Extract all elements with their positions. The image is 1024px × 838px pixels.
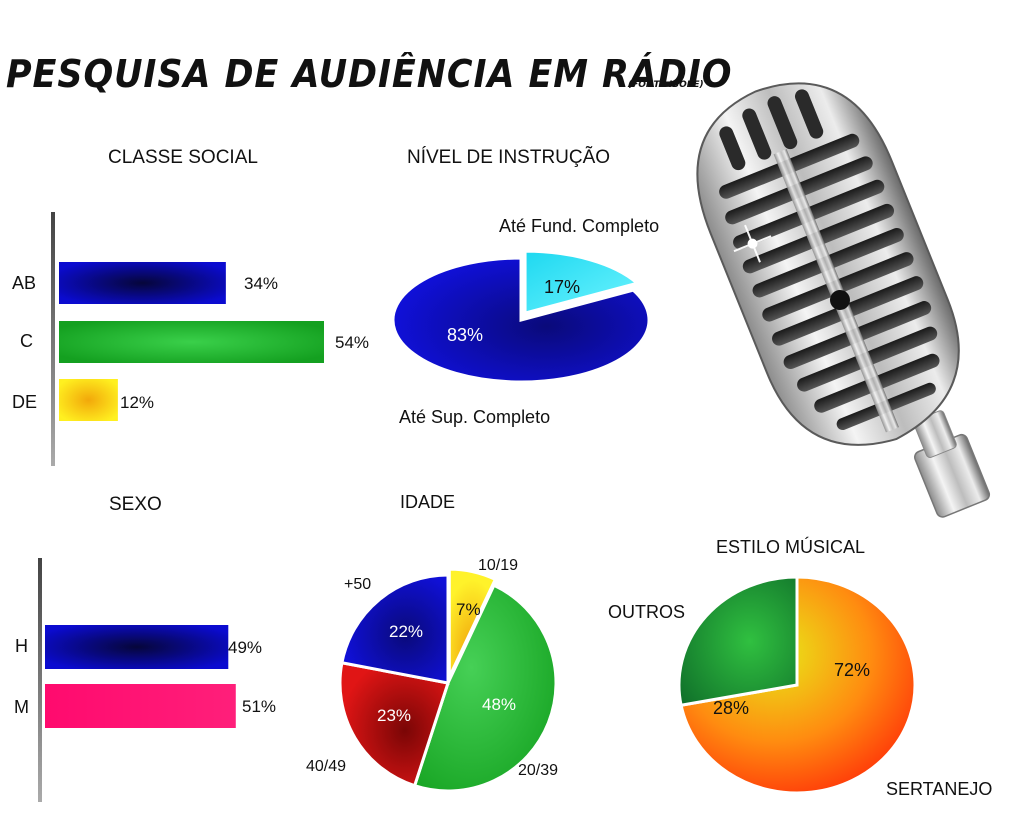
- idade-slice-20-39: [412, 583, 558, 793]
- pie-label-17: 17%: [544, 277, 581, 297]
- value-label-h: 49%: [228, 638, 263, 657]
- estilo-musical-title: ESTILO MÚSICAL: [716, 537, 866, 557]
- category-label-m: M: [14, 697, 29, 717]
- sexo-bar-m: [45, 684, 236, 728]
- estilo-slice-outros: [677, 575, 799, 707]
- pie-label-83: 83%: [447, 325, 484, 345]
- value-label-ab: 34%: [244, 274, 279, 293]
- nivel-instrucao-title: NÍVEL DE INSTRUÇÃO: [407, 147, 611, 168]
- classe-social-title: CLASSE SOCIAL: [108, 147, 258, 168]
- age-label-10-19: 10/19: [478, 557, 519, 574]
- instrucao-slice-at-sup-completo: [391, 256, 651, 384]
- age-label-40-49: 40/49: [306, 758, 347, 775]
- category-label-h: H: [15, 636, 28, 656]
- nivel-instrucao-pie: [391, 249, 651, 384]
- style-pct-72: 72%: [834, 660, 871, 680]
- age-pct-22: 22%: [389, 622, 424, 641]
- age-pct-23: 23%: [377, 706, 412, 725]
- age-pct-48: 48%: [482, 695, 517, 714]
- classe-social-bar-ab: [59, 262, 226, 304]
- idade-slice-40-49: [338, 661, 450, 788]
- style-label-sertanejo: SERTANEJO: [886, 779, 993, 799]
- microphone-icon: [696, 82, 991, 518]
- idade-pie: [338, 567, 558, 793]
- value-label-c: 54%: [335, 333, 370, 352]
- classe-social-bars: [59, 262, 324, 421]
- classe-social-bar-c: [59, 321, 324, 363]
- category-label-de: DE: [12, 392, 38, 412]
- instrucao-slice-at-fund-completo: [523, 249, 641, 316]
- style-pct-28: 28%: [713, 698, 750, 718]
- value-label-de: 12%: [120, 393, 155, 412]
- idade-slice-10-19: [447, 567, 498, 678]
- category-label-ab: AB: [12, 273, 37, 293]
- value-label-m: 51%: [242, 697, 277, 716]
- age-label-50-plus: +50: [344, 576, 372, 593]
- legend-fund-completo: Até Fund. Completo: [499, 216, 660, 236]
- classe-social-bar-de: [59, 379, 118, 421]
- idade-slice--50: [340, 573, 450, 685]
- sexo-axis: [38, 558, 42, 802]
- page-title: PESQUISA DE AUDIÊNCIA EM RÁDIO: [6, 52, 733, 96]
- estilo-musical-pie: [677, 575, 917, 795]
- source-note: (FONTE IBOPE): [628, 80, 704, 90]
- age-pct-7: 7%: [456, 600, 481, 619]
- sexo-bars: [45, 625, 236, 728]
- idade-title: IDADE: [400, 492, 456, 512]
- legend-sup-completo: Até Sup. Completo: [399, 407, 551, 427]
- sexo-title: SEXO: [109, 494, 162, 515]
- style-label-outros: OUTROS: [608, 602, 686, 622]
- category-label-c: C: [20, 331, 33, 351]
- sexo-bar-h: [45, 625, 229, 669]
- classe-social-axis: [51, 212, 55, 466]
- age-label-20-39: 20/39: [518, 762, 559, 779]
